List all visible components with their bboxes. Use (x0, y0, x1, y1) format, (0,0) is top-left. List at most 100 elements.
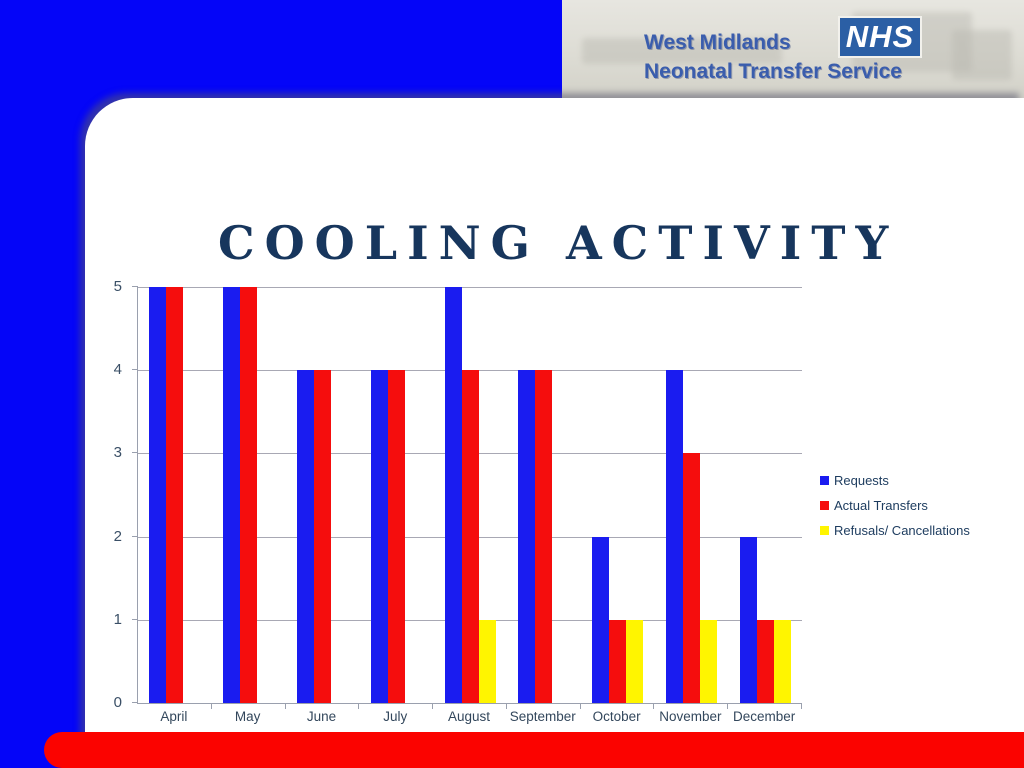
x-axis-label-october: October (592, 709, 641, 724)
header-photo-band: West Midlands Neonatal Transfer Service … (562, 0, 1024, 102)
bar-slot (240, 287, 258, 703)
bar-actual-transfers-september (535, 370, 553, 703)
bar-slot (313, 287, 331, 703)
x-axis-label-april: April (160, 709, 188, 724)
bar-slot (773, 287, 791, 703)
bar-actual-transfers-june (313, 370, 331, 703)
bar-slot (405, 287, 422, 703)
legend-label-requests: Requests (834, 473, 889, 488)
bar-slot (444, 287, 462, 703)
bar-slot (665, 287, 683, 703)
y-axis-tick-0 (132, 702, 138, 703)
bar-refusals-cancellations-december (773, 619, 791, 703)
bar-requests-december (739, 536, 757, 703)
bar-slot (592, 287, 610, 703)
bar-actual-transfers-november (682, 453, 700, 703)
x-axis-label-december: December (733, 709, 796, 724)
legend-item-actual-transfers: Actual Transfers (820, 493, 970, 518)
bar-refusals-cancellations-august (478, 619, 496, 703)
bar-actual-transfers-october (609, 619, 627, 703)
bar-slot (149, 287, 167, 703)
x-axis-label-august: August (448, 709, 491, 724)
bar-group-august (433, 287, 507, 709)
bar-cluster-june (296, 287, 348, 703)
legend-swatch-refusals-cancellations (820, 526, 829, 535)
bar-cluster-december (739, 287, 791, 703)
legend-label-refusals-cancellations: Refusals/ Cancellations (834, 523, 970, 538)
bar-slot (166, 287, 184, 703)
legend-item-requests: Requests (820, 468, 970, 493)
bottom-red-band (44, 732, 1024, 768)
y-axis-label-4: 4 (113, 361, 122, 379)
y-axis-label-1: 1 (113, 610, 122, 628)
y-axis-label-3: 3 (113, 444, 122, 462)
bar-slot (331, 287, 348, 703)
y-axis-label-5: 5 (113, 278, 122, 295)
bar-cluster-october (592, 287, 644, 703)
bar-slot (518, 287, 536, 703)
bar-cluster-july (370, 287, 422, 703)
bar-refusals-cancellations-november (699, 619, 717, 703)
bar-requests-august (444, 287, 462, 703)
bar-requests-may (223, 287, 241, 703)
y-axis-label-0: 0 (113, 694, 122, 711)
nhs-logo: NHS (838, 16, 922, 58)
y-axis-tick-4 (132, 369, 138, 371)
bar-requests-october (592, 536, 610, 703)
legend-item-refusals-cancellations: Refusals/ Cancellations (820, 518, 970, 543)
legend-swatch-requests (820, 476, 829, 485)
bar-cluster-november (665, 287, 717, 703)
bar-cluster-april (149, 287, 200, 703)
bar-slot (461, 287, 479, 703)
bar-actual-transfers-may (240, 287, 258, 703)
plot-area (132, 286, 802, 709)
bar-slot (626, 287, 644, 703)
y-axis-tick-3 (132, 452, 138, 454)
gridline-5 (138, 287, 802, 288)
legend-label-actual-transfers: Actual Transfers (834, 498, 928, 513)
bar-requests-september (518, 370, 536, 703)
bar-slot (257, 287, 274, 703)
y-axis-tick-1 (132, 618, 138, 620)
legend-swatch-actual-transfers (820, 501, 829, 510)
y-axis-tick-5 (132, 286, 138, 287)
x-axis-label-june: June (306, 709, 337, 724)
bar-slot (296, 287, 314, 703)
x-axis-label-may: May (234, 709, 261, 724)
photo-artifact (582, 38, 782, 64)
bar-actual-transfers-july (387, 370, 405, 703)
legend: Requests Actual Transfers Refusals/ Cancel… (820, 468, 970, 543)
bar-group-december (728, 287, 802, 709)
bar-slot (609, 287, 627, 703)
bar-slot (478, 287, 496, 703)
y-axis-labels: 0 1 2 3 4 5 (98, 278, 128, 711)
bar-group-may (212, 287, 286, 709)
x-axis-label-november: November (659, 709, 722, 724)
bar-slot (739, 287, 757, 703)
x-axis-label-july: July (383, 709, 408, 724)
bar-cluster-september (518, 287, 569, 703)
bar-slot (682, 287, 700, 703)
bar-slot (387, 287, 405, 703)
organisation-name-line2: Neonatal Transfer Service (644, 60, 902, 84)
x-axis-label-september: September (509, 709, 576, 724)
bar-slot (552, 287, 569, 703)
organisation-name-line1: West Midlands (644, 31, 791, 54)
bar-group-july (359, 287, 433, 709)
bar-refusals-cancellations-october (626, 619, 644, 703)
bar-group-april (138, 287, 212, 709)
bar-slot (535, 287, 553, 703)
bar-cluster-may (223, 287, 274, 703)
bar-group-september (507, 287, 581, 709)
bar-requests-july (370, 370, 388, 703)
photo-artifact (952, 30, 1012, 80)
bar-slot (756, 287, 774, 703)
bar-group-june (286, 287, 360, 709)
bar-requests-november (665, 370, 683, 703)
bar-slot (183, 287, 200, 703)
bar-slot (699, 287, 717, 703)
bar-group-november (654, 287, 729, 709)
bar-actual-transfers-august (461, 370, 479, 703)
bar-group-october (581, 287, 655, 709)
